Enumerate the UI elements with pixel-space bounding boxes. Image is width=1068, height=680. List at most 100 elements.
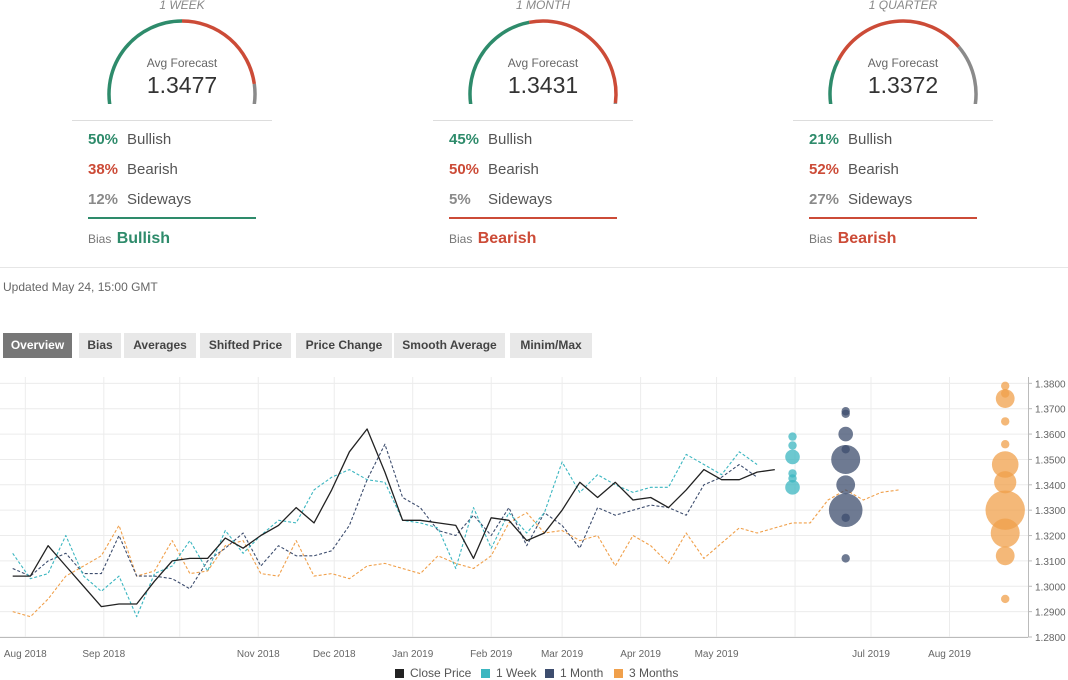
legend-item-close-price[interactable]: Close Price	[395, 666, 471, 680]
forecast-bubble-1-month[interactable]	[831, 444, 861, 474]
legend-label: 1 Month	[560, 666, 604, 680]
forecast-bubble-3-months[interactable]	[990, 518, 1020, 548]
forecast-bubble-3-months[interactable]	[1001, 417, 1010, 426]
tab-shifted-price[interactable]: Shifted Price	[200, 333, 291, 358]
forecast-bubble-3-months[interactable]	[991, 451, 1019, 478]
forecast-bubble-3-months[interactable]	[995, 389, 1015, 408]
sideways-row: 27% Sideways	[809, 191, 912, 208]
x-tick-label: Dec 2018	[313, 649, 356, 660]
y-tick-label: 1.3300	[1035, 506, 1066, 517]
bias-underline	[449, 217, 617, 219]
series-line-3-months[interactable]	[12, 489, 899, 618]
forecast-gauge	[828, 19, 978, 104]
bearish-percent: 38%	[88, 161, 119, 178]
tab-price-change[interactable]: Price Change	[296, 333, 392, 358]
y-tick-label: 1.3800	[1035, 379, 1066, 390]
period-label: 1 MONTH	[516, 0, 570, 12]
forecast-bubble-3-months[interactable]	[994, 471, 1017, 494]
gauge-bullish-arc	[107, 19, 183, 104]
avg-forecast-label: Avg Forecast	[867, 56, 939, 70]
sideways-label: Sideways	[488, 191, 553, 208]
tab-minim-max[interactable]: Minim/Max	[510, 333, 592, 358]
x-tick-label: Aug 2018	[4, 649, 47, 660]
gauge-bearish-arc	[836, 19, 960, 62]
panel-separator	[433, 120, 633, 121]
bias-label: Bias	[88, 232, 112, 246]
forecast-bubble-1-month[interactable]	[841, 513, 850, 522]
sideways-row: 5% Sideways	[449, 191, 552, 208]
sideways-percent: 5%	[449, 191, 471, 208]
bias-label: Bias	[809, 232, 833, 246]
bias-label: Bias	[449, 232, 473, 246]
bearish-label: Bearish	[488, 161, 539, 178]
panel-separator	[793, 120, 993, 121]
legend-swatch	[481, 669, 490, 678]
forecast-bubble-1-month[interactable]	[841, 554, 850, 563]
legend-swatch	[395, 669, 404, 678]
period-label: 1 WEEK	[159, 0, 205, 12]
y-tick-label: 1.3600	[1035, 430, 1066, 441]
forecast-bubble-3-months[interactable]	[995, 546, 1015, 566]
forecast-bubble-1-month[interactable]	[836, 475, 856, 495]
avg-forecast-value: 1.3372	[867, 72, 939, 98]
forecast-bubble-1-month[interactable]	[841, 409, 850, 418]
bearish-row: 52% Bearish	[809, 161, 899, 178]
y-tick-label: 1.2800	[1035, 633, 1066, 644]
bullish-label: Bullish	[848, 131, 893, 148]
forecast-bubble-1-week[interactable]	[785, 480, 800, 495]
forecast-bubble-3-months[interactable]	[985, 490, 1025, 530]
gauge-bullish-arc	[828, 59, 840, 104]
bullish-percent: 21%	[809, 131, 840, 148]
bias-row: Bias Bearish	[449, 230, 536, 248]
legend-item-3-months[interactable]: 3 Months	[614, 666, 678, 680]
legend-swatch	[614, 669, 623, 678]
series-line-close-price[interactable]	[12, 428, 775, 608]
bias-underline	[88, 217, 256, 219]
forecast-bubble-3-months[interactable]	[1001, 594, 1010, 604]
x-tick-label: Sep 2018	[82, 649, 125, 660]
forecast-gauge	[468, 19, 618, 104]
x-tick-label: Aug 2019	[928, 649, 971, 660]
forecast-bubble-1-week[interactable]	[788, 441, 797, 450]
sideways-percent: 12%	[88, 191, 119, 208]
forecast-bubble-3-months[interactable]	[1001, 381, 1010, 391]
series-line-1-month[interactable]	[12, 443, 758, 590]
bias-row: Bias Bullish	[88, 230, 170, 248]
y-tick-label: 1.2900	[1035, 608, 1066, 619]
gauge-bullish-arc	[468, 20, 530, 104]
bias-value: Bearish	[477, 230, 537, 247]
x-tick-label: Feb 2019	[470, 649, 513, 660]
sideways-label: Sideways	[848, 191, 913, 208]
bullish-percent: 45%	[449, 131, 480, 148]
bearish-percent: 52%	[809, 161, 840, 178]
sideways-percent: 27%	[809, 191, 840, 208]
bullish-label: Bullish	[127, 131, 172, 148]
legend-label: 3 Months	[629, 666, 679, 680]
gauge-bearish-arc	[181, 19, 257, 85]
forecast-panel-1-week: 1 WEEK Avg Forecast 1.3477 50% Bullish 38…	[72, 0, 292, 265]
tab-bias[interactable]: Bias	[79, 333, 121, 358]
chart-legend: Close Price 1 Week 1 Month 3 Months	[0, 666, 1068, 680]
forecast-bubble-1-week[interactable]	[788, 432, 797, 441]
bias-value: Bullish	[116, 230, 171, 247]
forecast-bubble-1-month[interactable]	[838, 426, 853, 442]
bias-row: Bias Bearish	[809, 230, 896, 248]
tab-averages[interactable]: Averages	[124, 333, 196, 358]
bullish-row: 21% Bullish	[809, 131, 892, 148]
forecast-bubble-3-months[interactable]	[1001, 440, 1010, 449]
sideways-label: Sideways	[127, 191, 192, 208]
x-tick-label: Apr 2019	[620, 649, 661, 660]
y-tick-label: 1.3700	[1035, 405, 1066, 416]
legend-item-1-month[interactable]: 1 Month	[545, 666, 603, 680]
x-tick-label: Nov 2018	[237, 649, 280, 660]
forecast-bubble-1-week[interactable]	[785, 449, 800, 465]
avg-forecast-label: Avg Forecast	[146, 56, 218, 70]
series-line-1-week[interactable]	[12, 451, 758, 618]
legend-item-1-week[interactable]: 1 Week	[481, 666, 536, 680]
forecast-line-chart: 1.3800 1.3700 1.3600 1.3500 1.3400 1.3300 1.32…	[0, 377, 1066, 660]
tab-overview[interactable]: Overview	[3, 333, 72, 358]
tab-smooth-average[interactable]: Smooth Average	[394, 333, 505, 358]
updated-timestamp: Updated May 24, 15:00 GMT	[3, 280, 158, 294]
x-tick-label: May 2019	[695, 649, 739, 660]
forecast-bubble-1-month[interactable]	[828, 493, 863, 527]
